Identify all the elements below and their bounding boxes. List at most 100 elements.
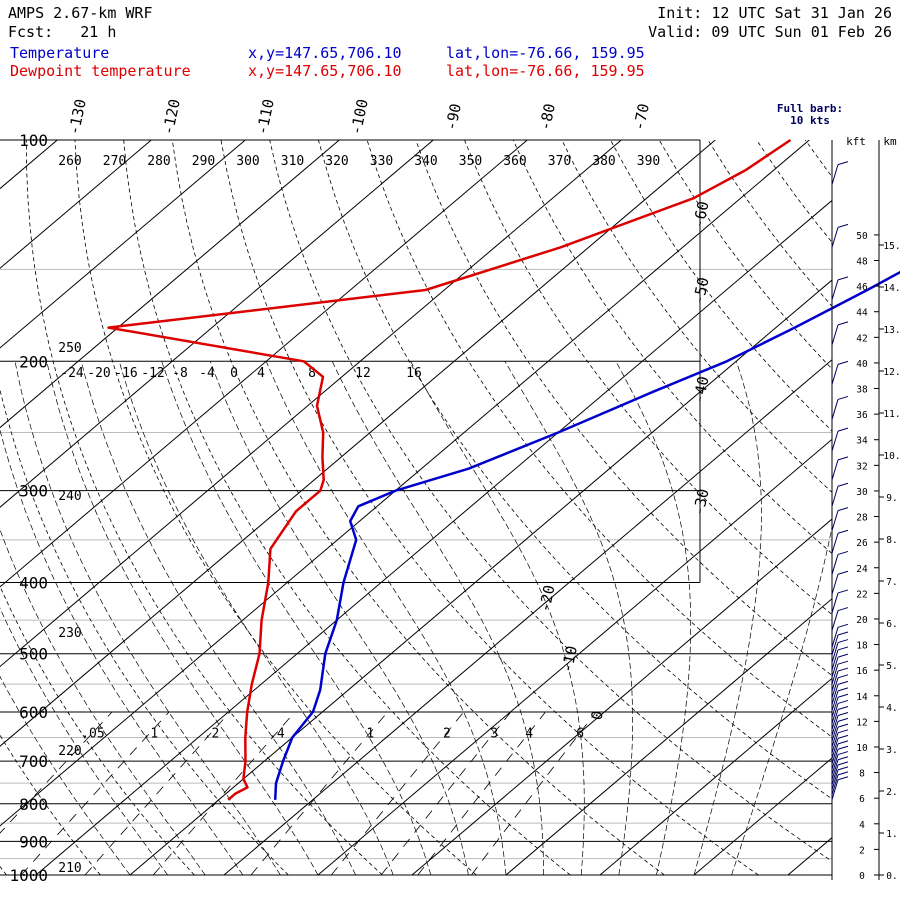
theta-e-tick-label: -20 [87,366,110,381]
wind-barb [831,690,839,712]
kft-tick-label: 30 [856,487,868,498]
wind-panel: Full barb: 10 kts kft km 024681012141618… [777,102,900,882]
wind-barb-flag [837,771,849,776]
kft-tick-label: 24 [856,564,868,575]
pressure-tick-label: 700 [19,752,48,771]
km-axis-label: km [883,135,897,148]
wind-barb-flag [837,723,849,728]
mixing-ratio-label: .2 [204,727,220,742]
pressure-tick-label: 800 [19,795,48,814]
theta-tick-label: 210 [58,861,81,876]
moist-adiabat [504,361,633,875]
wind-barb [831,164,839,185]
km-tick-label: 13. [883,325,900,336]
dry-adiabat [123,140,571,875]
dry-adiabat [561,140,832,493]
isotherm [599,677,832,875]
dry-adiabat [756,140,832,243]
theta-tick-label: 350 [459,154,482,169]
mixing-ratio-label: 6 [576,727,584,742]
mixing-ratio-grid [0,711,597,875]
isotherm [35,199,832,875]
isotherm [693,757,832,875]
wind-barb [831,364,839,385]
moist-adiabat [0,528,206,875]
km-tick-label: 2. [886,787,897,798]
moist-adiabat [0,428,244,875]
kft-tick-label: 8 [859,769,865,780]
km-tick-label: 5. [886,661,897,672]
theta-e-tick-label: 12 [355,366,371,381]
kft-tick-label: 6 [859,794,865,805]
mixing-ratio-line [471,711,597,875]
wind-barb-flag [837,660,849,665]
theta-tick-label: 250 [58,341,81,356]
kft-tick-label: 46 [856,282,868,293]
wind-barb [831,610,839,631]
wind-barb [831,533,839,554]
temperature-tick-label: -100 [347,97,372,136]
wind-barb-flag [837,482,849,487]
theta-tick-label: 290 [192,154,215,169]
wind-barb-flag [837,395,849,400]
temperature-tick-label: -130 [65,97,90,136]
wind-barb-flag [837,751,849,756]
isotherm [0,140,152,269]
kft-tick-label: 2 [859,845,865,856]
moist-adiabat [118,361,394,875]
temperature-tick-label: -20 [535,583,558,613]
wind-barb [831,649,839,671]
dry-adiabat [707,140,832,307]
kft-tick-label: 16 [856,666,868,677]
wind-barb [831,324,839,346]
dry-adiabat [269,140,832,862]
kft-tick-label: 48 [856,257,868,268]
kft-tick-label: 10 [856,743,868,754]
isotherm-grid [0,140,832,875]
isotherm [505,598,832,875]
wind-barb [831,769,839,791]
moist-adiabat [265,361,507,875]
wind-barb [831,703,839,724]
mixing-ratio-label: .1 [143,727,159,742]
wind-barb-flag [837,756,849,761]
wind-barb [831,759,839,780]
pressure-tick-label: 200 [19,352,48,371]
dry-adiabat [25,140,383,875]
dewpoint-profile [107,138,792,801]
mixing-ratio-line [0,711,113,834]
theta-tick-label: 320 [325,154,348,169]
kft-tick-label: 34 [856,436,868,447]
dry-adiabat [0,388,289,875]
wind-barb [831,634,839,656]
moist-adiabat [161,361,432,875]
theta-tick-label: 300 [236,154,259,169]
valid-time: Valid: 09 UTC Sun 01 Feb 26 [648,23,892,41]
kft-tick-label: 14 [856,692,868,703]
wind-barb [831,656,839,678]
kft-tick-label: 42 [856,333,867,344]
theta-e-tick-label: 8 [308,366,316,381]
wind-barb-flag [837,570,849,575]
wind-barb [831,764,839,786]
theta-tick-label: 230 [58,626,81,641]
theta-e-tick-label: -8 [172,366,188,381]
moist-adiabat-grid [0,361,832,875]
wind-barb [831,721,839,742]
wind-barb-flag [837,646,849,651]
kft-tick-label: 36 [856,410,868,421]
isobar-grid [0,139,832,876]
wind-barb [831,279,839,300]
moist-adiabat [0,675,131,875]
wind-barb-flag [837,639,849,644]
wind-barb-flag [837,734,849,739]
kft-tick-label: 18 [856,641,868,652]
wind-barb-flag [837,699,849,704]
theta-tick-label: 360 [503,154,526,169]
temperature-tick-label: -90 [442,102,465,132]
forecast-hour: Fcst: 21 h [8,23,117,41]
temperature-xy: x,y=147.65,706.10 [248,44,402,62]
moist-adiabat [731,525,832,875]
wind-barb [831,574,839,595]
